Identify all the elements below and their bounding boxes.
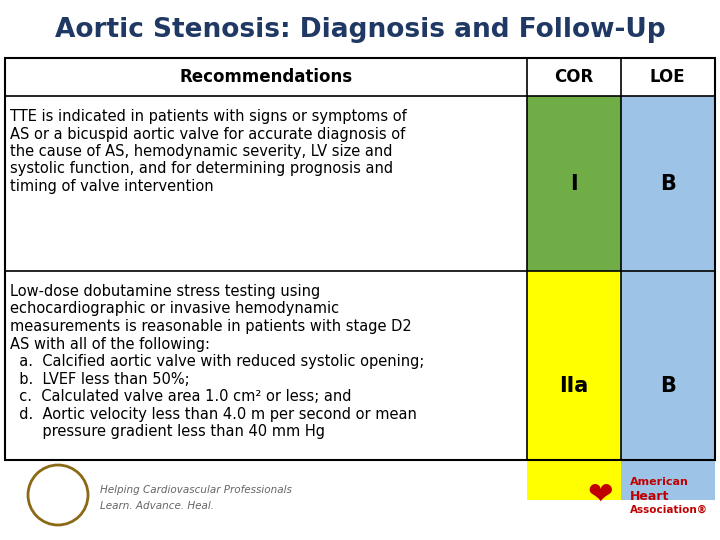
Text: Recommendations: Recommendations [179,68,353,86]
Text: c.  Calculated valve area 1.0 cm² or less; and: c. Calculated valve area 1.0 cm² or less… [10,389,351,404]
Text: systolic function, and for determining prognosis and: systolic function, and for determining p… [10,161,393,177]
Bar [527,271,621,500]
Text: b.  LVEF less than 50%;: b. LVEF less than 50%; [10,372,189,387]
Text: Association®: Association® [630,505,708,515]
Text: echocardiographic or invasive hemodynamic: echocardiographic or invasive hemodynami… [10,301,339,316]
Text: COR: COR [554,68,593,86]
Text: AS or a bicuspid aortic valve for accurate diagnosis of: AS or a bicuspid aortic valve for accura… [10,126,405,141]
Bar [5,96,527,271]
Text: Helping Cardiovascular Professionals: Helping Cardiovascular Professionals [100,485,292,495]
Bar [5,271,527,500]
Text: pressure gradient less than 40 mm Hg: pressure gradient less than 40 mm Hg [10,424,325,439]
Bar [5,58,715,96]
Text: Aortic Stenosis: Diagnosis and Follow-Up: Aortic Stenosis: Diagnosis and Follow-Up [55,17,665,43]
Text: IIa: IIa [559,375,588,395]
Text: LOE: LOE [650,68,685,86]
Text: American: American [630,477,689,487]
Text: B: B [660,173,676,193]
Bar [5,58,715,460]
Text: a.  Calcified aortic valve with reduced systolic opening;: a. Calcified aortic valve with reduced s… [10,354,424,369]
Text: timing of valve intervention: timing of valve intervention [10,179,214,194]
Text: d.  Aortic velocity less than 4.0 m per second or mean: d. Aortic velocity less than 4.0 m per s… [10,407,417,422]
Bar [527,96,621,271]
Text: the cause of AS, hemodynamic severity, LV size and: the cause of AS, hemodynamic severity, L… [10,144,392,159]
Text: AS with all of the following:: AS with all of the following: [10,336,210,352]
Text: ❤: ❤ [588,482,613,510]
Text: Heart: Heart [630,489,670,503]
Text: I: I [570,173,577,193]
Bar [5,58,715,460]
Bar [621,96,715,271]
Bar [621,271,715,500]
Text: TTE is indicated in patients with signs or symptoms of: TTE is indicated in patients with signs … [10,109,407,124]
Text: B: B [660,375,676,395]
Text: Low-dose dobutamine stress testing using: Low-dose dobutamine stress testing using [10,284,320,299]
Text: Learn. Advance. Heal.: Learn. Advance. Heal. [100,501,214,511]
Text: measurements is reasonable in patients with stage D2: measurements is reasonable in patients w… [10,319,412,334]
